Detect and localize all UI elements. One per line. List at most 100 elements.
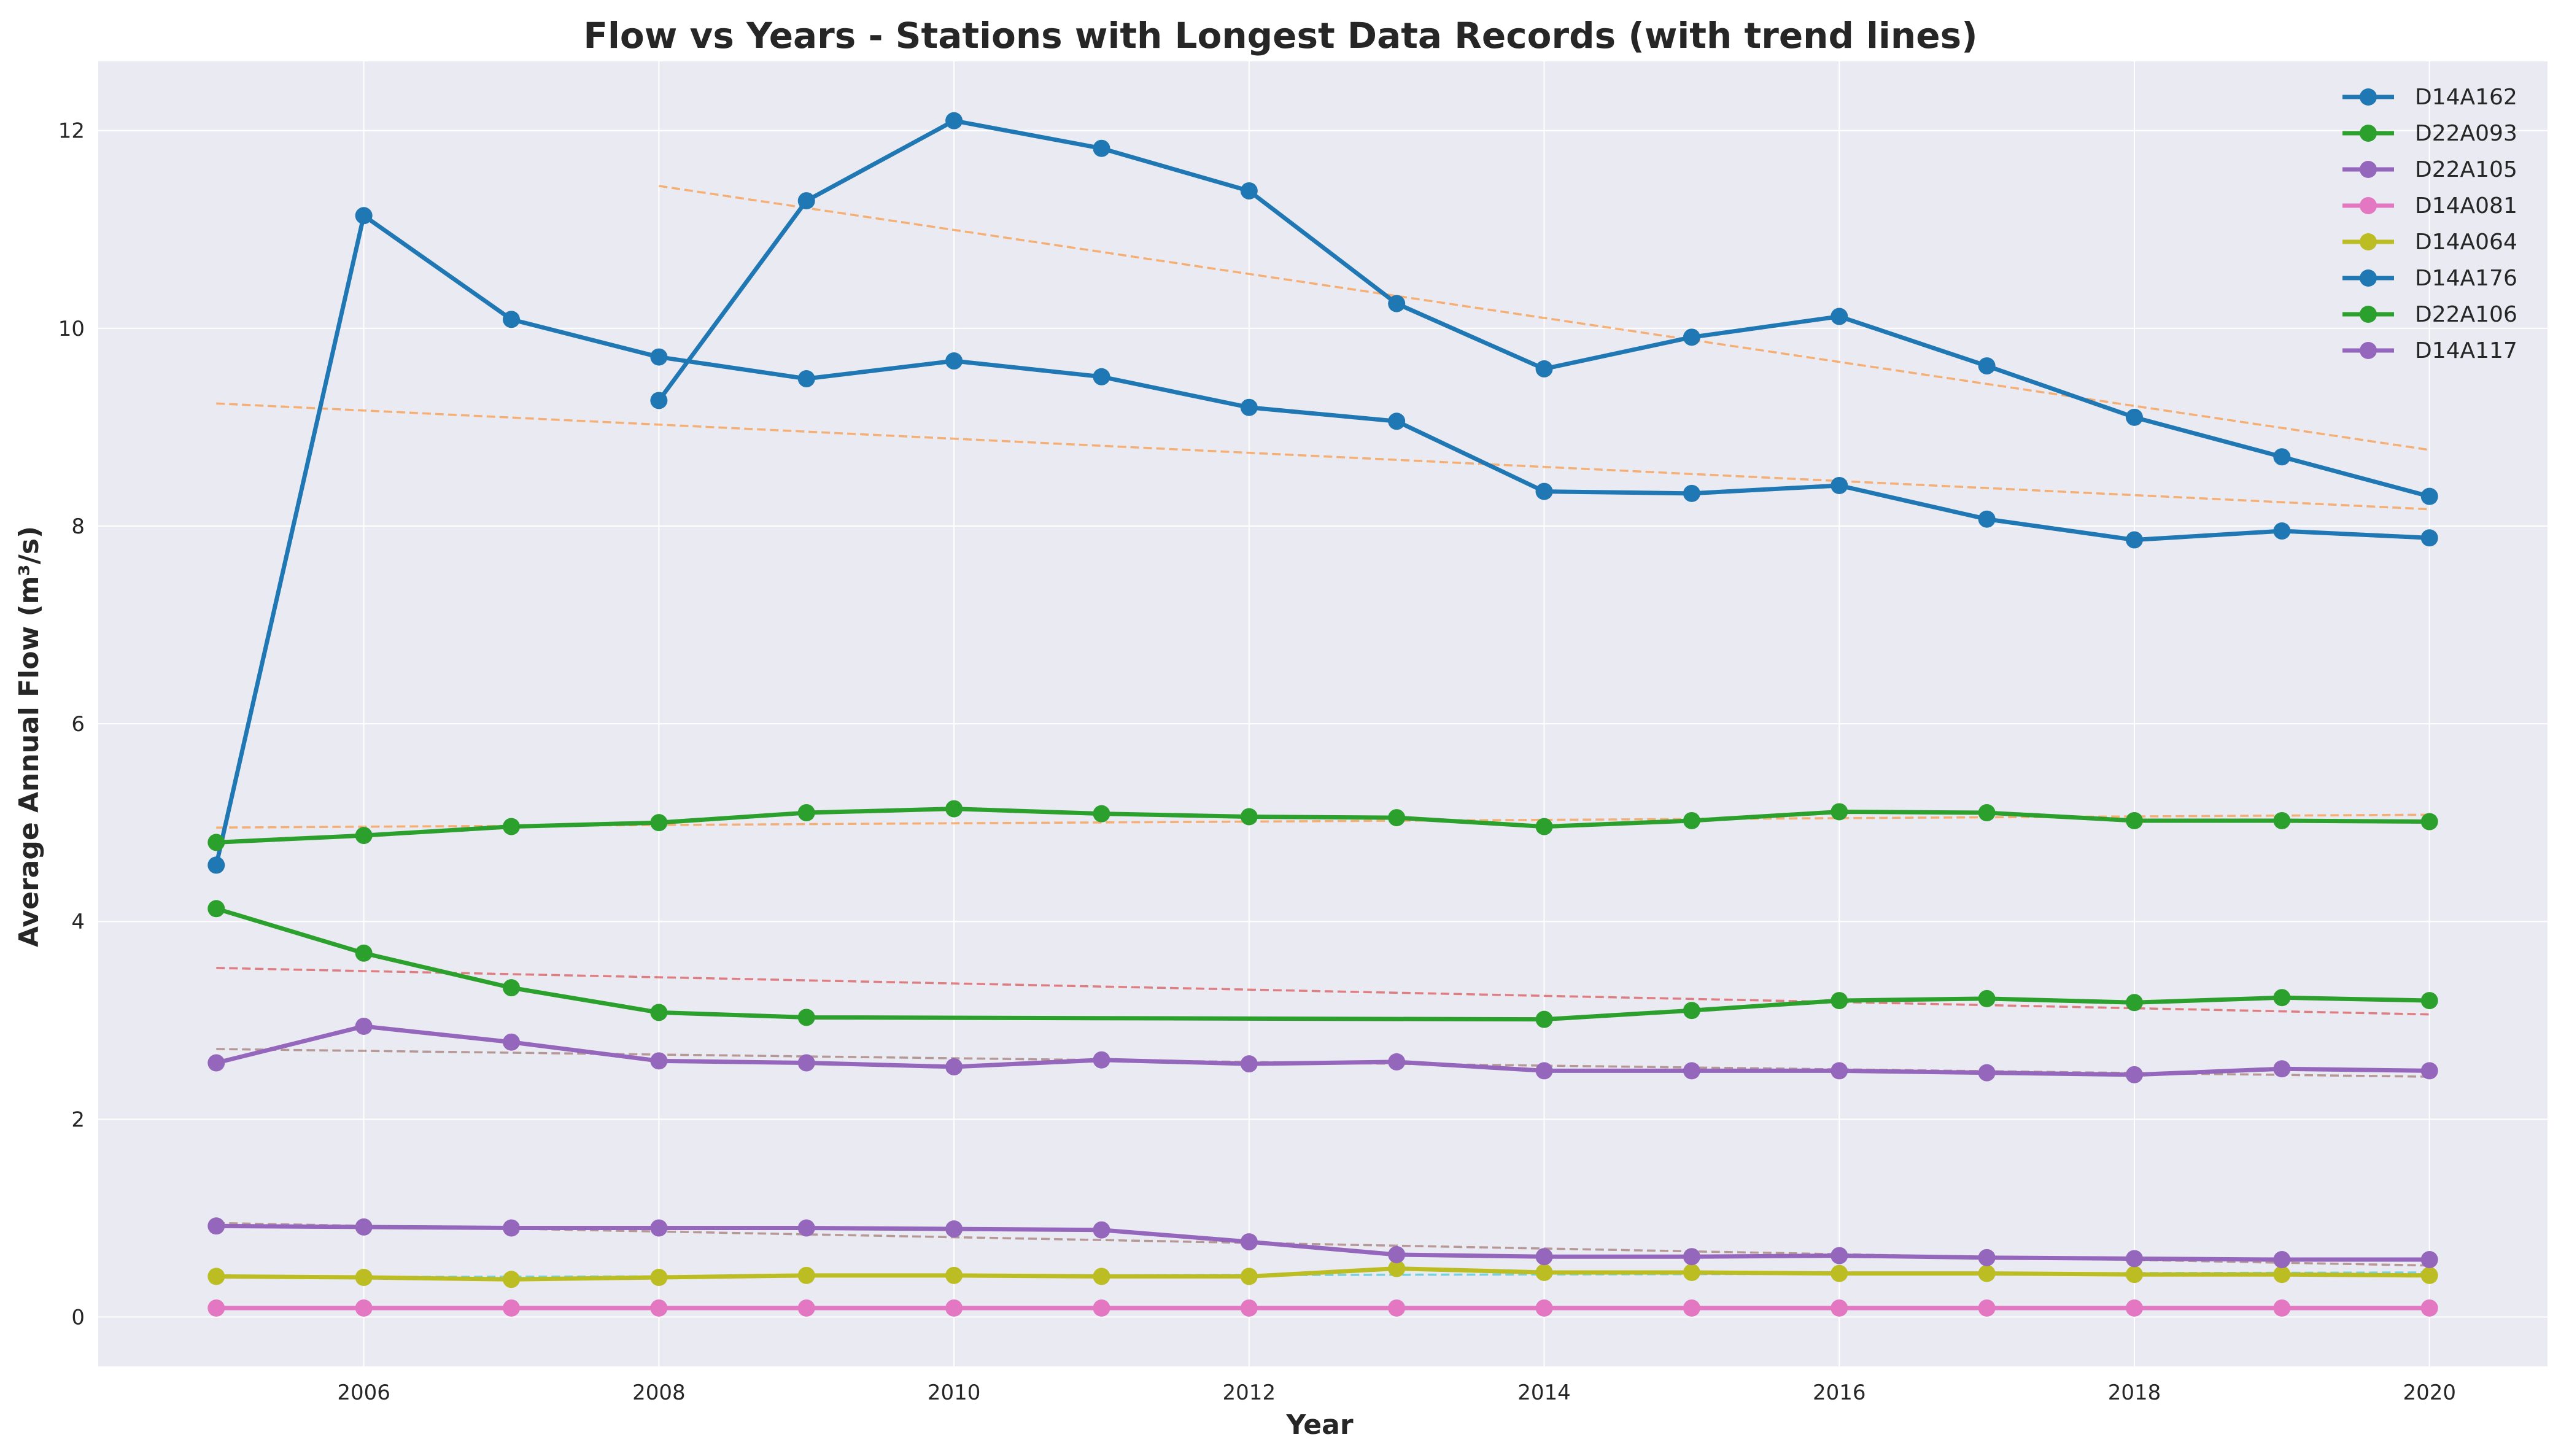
data-point	[2125, 1299, 2143, 1317]
data-point	[797, 1054, 815, 1072]
series-d14a064	[207, 1260, 2438, 1288]
data-point	[207, 1299, 225, 1317]
legend-marker	[2360, 306, 2377, 323]
data-point	[1240, 1233, 1258, 1251]
data-point	[2125, 811, 2143, 829]
x-axis-ticks: 2006 2008 2010 2012 2014 2016 2018 2020	[337, 1380, 2456, 1405]
data-point	[945, 1266, 963, 1284]
legend-item: D22A093	[2342, 121, 2517, 146]
data-point	[650, 1269, 668, 1287]
data-point	[1240, 808, 1258, 826]
data-point	[1535, 482, 1553, 500]
data-point	[2420, 1251, 2438, 1269]
legend-item: D14A081	[2342, 193, 2517, 219]
legend-label: D22A105	[2415, 157, 2517, 182]
data-point	[797, 1009, 815, 1026]
data-point	[2125, 1266, 2143, 1284]
y-axis-label: Average Annual Flow (m³/s)	[14, 526, 45, 947]
series-d14a176	[650, 112, 2438, 505]
data-point	[1535, 360, 1553, 378]
data-point	[797, 1299, 815, 1317]
series-line	[214, 906, 2432, 1022]
data-point	[650, 392, 668, 409]
data-point	[1093, 1051, 1110, 1069]
data-point	[2125, 994, 2143, 1012]
data-point	[797, 192, 815, 210]
data-point	[207, 856, 225, 874]
y-tick-label: 2	[71, 1107, 85, 1132]
series-d14a081	[207, 1299, 2438, 1317]
data-point	[355, 827, 373, 845]
data-point	[2273, 811, 2291, 829]
x-tick-label: 2016	[1813, 1380, 1866, 1405]
x-tick-label: 2018	[2108, 1380, 2161, 1405]
series-line	[214, 807, 2432, 845]
data-point	[1388, 809, 1406, 827]
data-point	[945, 352, 963, 370]
data-point	[2125, 1066, 2143, 1083]
data-point	[207, 1054, 225, 1072]
data-point	[1831, 1247, 1848, 1264]
series-d14a162	[207, 207, 2438, 874]
legend-marker	[2360, 342, 2377, 359]
data-point	[797, 1266, 815, 1284]
legend-label: D22A106	[2415, 302, 2517, 327]
legend-marker	[2360, 233, 2377, 250]
data-point	[207, 1217, 225, 1235]
data-point	[1831, 1264, 1848, 1282]
x-axis-label: Year	[1285, 1409, 1353, 1441]
data-point	[1683, 1248, 1700, 1266]
data-point	[2273, 1060, 2291, 1078]
series-line	[214, 1266, 2432, 1282]
y-tick-label: 10	[58, 317, 85, 341]
y-tick-label: 0	[71, 1305, 85, 1330]
data-point	[945, 1058, 963, 1075]
legend-marker	[2360, 88, 2377, 106]
data-point	[1831, 1299, 1848, 1317]
series-line	[214, 1024, 2432, 1077]
data-point	[1683, 1299, 1700, 1317]
data-point	[355, 944, 373, 962]
data-point	[1831, 308, 1848, 325]
x-tick-label: 2020	[2403, 1380, 2456, 1405]
series-d22a105	[207, 1017, 2438, 1083]
legend-label: D14A117	[2415, 338, 2517, 363]
legend-label: D14A064	[2415, 230, 2517, 255]
trend-line-d14a176	[659, 185, 2430, 451]
x-tick-label: 2010	[928, 1380, 981, 1405]
data-point	[1388, 1246, 1406, 1264]
data-point	[1093, 1299, 1110, 1317]
data-point	[503, 1033, 521, 1051]
data-point	[355, 1299, 373, 1317]
data-point	[2273, 989, 2291, 1007]
legend-item: D14A064	[2342, 230, 2517, 255]
trend-line-d14a162	[216, 402, 2430, 511]
data-point	[1240, 182, 1258, 199]
data-point	[2420, 1299, 2438, 1317]
legend: D14A162 D22A093 D22A105 D14A081 D14A064 D14A1…	[2342, 85, 2517, 363]
data-point	[1093, 805, 1110, 823]
data-point	[207, 1268, 225, 1285]
data-point	[1831, 992, 1848, 1010]
data-point	[207, 900, 225, 918]
data-point	[797, 804, 815, 822]
y-axis-ticks: 0 2 4 6 8 10 12	[58, 119, 85, 1330]
data-point	[2420, 529, 2438, 547]
data-point	[650, 348, 668, 366]
data-point	[1093, 1221, 1110, 1239]
data-point	[650, 814, 668, 832]
series-d22a106	[207, 900, 2438, 1028]
data-point	[1093, 139, 1110, 157]
series-lines	[207, 112, 2438, 1317]
legend-label: D22A093	[2415, 121, 2517, 146]
data-point	[1978, 510, 1996, 528]
data-point	[1240, 398, 1258, 416]
data-point	[1388, 412, 1406, 430]
data-point	[1535, 818, 1553, 835]
y-tick-label: 6	[71, 712, 85, 737]
legend-item: D14A117	[2342, 338, 2517, 363]
data-point	[355, 1017, 373, 1035]
legend-item: D22A106	[2342, 302, 2517, 327]
trend-line-d22a106	[216, 967, 2430, 1016]
